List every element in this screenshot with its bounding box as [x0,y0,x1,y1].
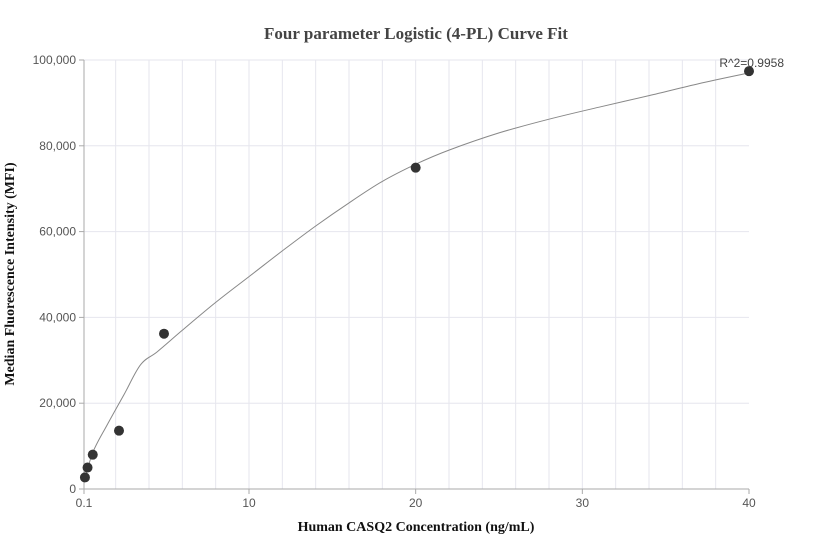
x-tick-label: 0.1 [76,496,93,510]
grid [84,59,749,489]
fit-curve [83,72,750,483]
y-tick-label: 0 [69,482,76,496]
y-tick-label: 100,000 [33,53,77,67]
data-point [79,472,90,483]
y-axis-title: Median Fluorescence Intensity (MFI) [3,162,18,386]
r-squared-annotation: R^2=0.9958 [719,56,784,70]
x-axis-title: Human CASQ2 Concentration (ng/mL) [298,520,535,535]
x-tick-label: 10 [242,496,256,510]
y-tick-label: 60,000 [39,225,76,239]
x-tick-label: 20 [409,496,423,510]
data-point [87,449,98,460]
axes [79,59,750,494]
data-point [82,462,93,473]
tick-labels: 0 20,000 40,000 60,000 80,000 100,000 0.1 10 20 3… [33,53,756,510]
data-point [159,328,169,339]
x-tick-label: 30 [576,496,590,510]
data-point [114,425,124,436]
data-points [79,66,754,483]
y-tick-label: 40,000 [39,310,76,324]
chart-title: Four parameter Logistic (4-PL) Curve Fit [264,24,568,43]
x-tick-label: 40 [742,496,756,510]
data-point [744,66,754,77]
y-tick-label: 80,000 [39,139,76,153]
data-point [410,162,421,173]
y-tick-label: 20,000 [39,396,76,410]
